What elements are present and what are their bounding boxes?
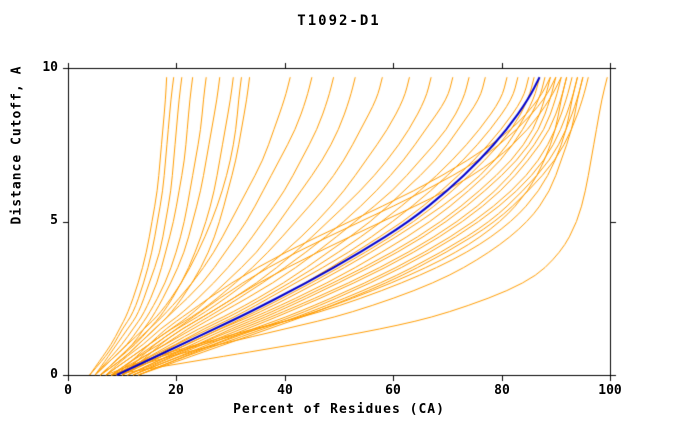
y-tick-label: 10 — [42, 60, 58, 75]
x-tick-label: 0 — [64, 383, 72, 398]
x-axis-label: Percent of Residues (CA) — [233, 402, 445, 417]
x-tick-label: 80 — [494, 383, 510, 398]
y-tick-label: 5 — [50, 213, 58, 228]
x-tick-label: 100 — [598, 383, 622, 398]
x-tick-label: 60 — [385, 383, 401, 398]
y-axis-label: Distance Cutoff, A — [9, 65, 25, 225]
x-tick-label: 40 — [277, 383, 293, 398]
chart-title: T1092-D1 — [297, 13, 381, 29]
x-tick-label: 20 — [168, 383, 184, 398]
y-tick-label: 0 — [50, 367, 58, 382]
